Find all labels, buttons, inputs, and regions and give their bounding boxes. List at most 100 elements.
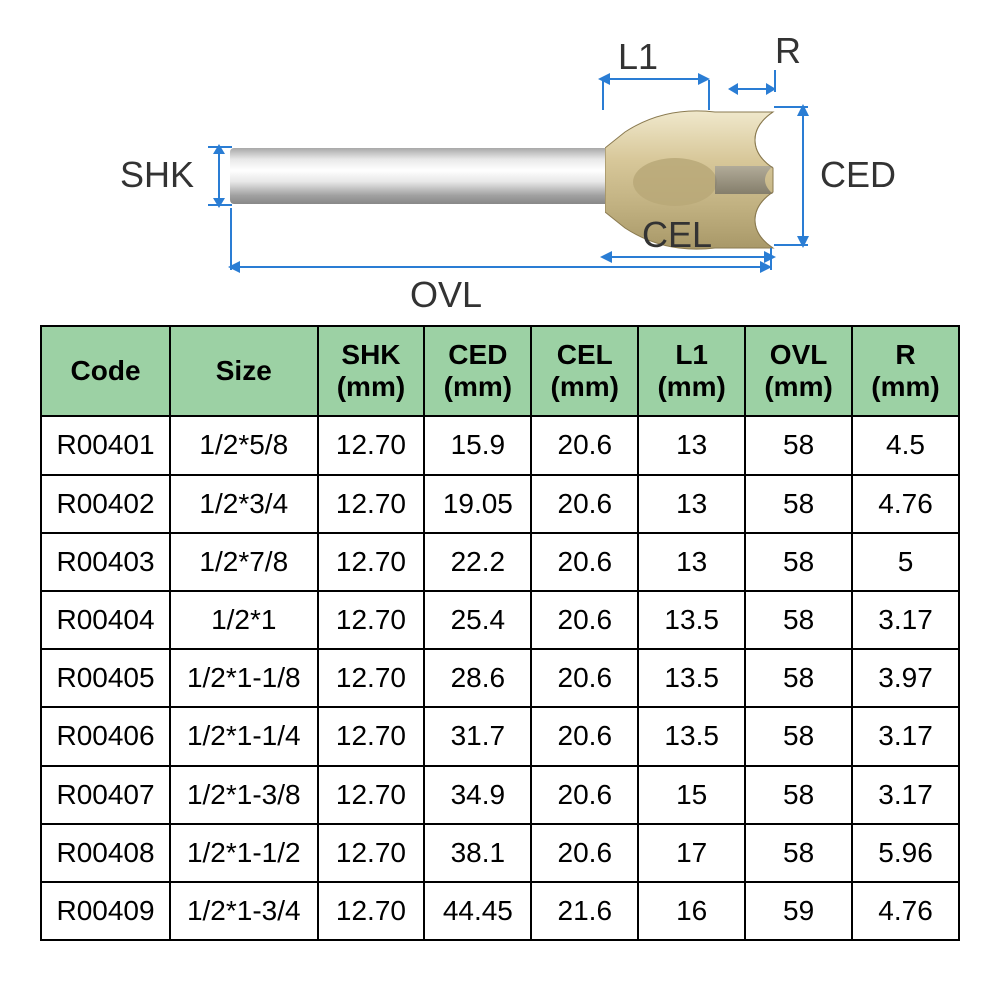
- cell-code: R00406: [41, 707, 170, 765]
- col-ovl: OVL(mm): [745, 326, 852, 416]
- cell-ced: 15.9: [424, 416, 531, 474]
- cell-cel: 21.6: [531, 882, 638, 940]
- table-row: R004041/2*112.7025.420.613.5583.17: [41, 591, 959, 649]
- cell-r: 3.17: [852, 707, 959, 765]
- cell-ced: 25.4: [424, 591, 531, 649]
- cell-code: R00401: [41, 416, 170, 474]
- dim-cel: [602, 256, 774, 258]
- ext-line: [208, 146, 232, 148]
- cell-l1: 13.5: [638, 591, 745, 649]
- cell-r: 3.97: [852, 649, 959, 707]
- cell-ovl: 58: [745, 649, 852, 707]
- table-row: R004061/2*1-1/412.7031.720.613.5583.17: [41, 707, 959, 765]
- router-bit-diagram: SHK CED L1 R CEL OVL: [130, 30, 910, 310]
- cell-code: R00403: [41, 533, 170, 591]
- cell-cel: 20.6: [531, 416, 638, 474]
- table-row: R004071/2*1-3/812.7034.920.615583.17: [41, 766, 959, 824]
- cell-ced: 44.45: [424, 882, 531, 940]
- dim-ovl: [230, 266, 770, 268]
- col-r: R(mm): [852, 326, 959, 416]
- cell-shk: 12.70: [318, 882, 425, 940]
- table-row: R004091/2*1-3/412.7044.4521.616594.76: [41, 882, 959, 940]
- ext-line: [770, 248, 772, 270]
- spec-table: CodeSizeSHK(mm)CED(mm)CEL(mm)L1(mm)OVL(m…: [40, 325, 960, 941]
- cell-cel: 20.6: [531, 475, 638, 533]
- cell-shk: 12.70: [318, 416, 425, 474]
- cell-r: 5.96: [852, 824, 959, 882]
- cell-ovl: 58: [745, 475, 852, 533]
- table-row: R004081/2*1-1/212.7038.120.617585.96: [41, 824, 959, 882]
- cell-r: 3.17: [852, 766, 959, 824]
- cell-ced: 19.05: [424, 475, 531, 533]
- cell-size: 1/2*1-1/2: [170, 824, 317, 882]
- ext-line: [602, 80, 604, 110]
- label-cel: CEL: [642, 214, 712, 256]
- cell-ovl: 58: [745, 824, 852, 882]
- cell-code: R00405: [41, 649, 170, 707]
- col-l1: L1(mm): [638, 326, 745, 416]
- cell-r: 4.5: [852, 416, 959, 474]
- cell-shk: 12.70: [318, 824, 425, 882]
- cell-ovl: 58: [745, 533, 852, 591]
- cell-l1: 13: [638, 533, 745, 591]
- dim-shk: [218, 146, 220, 206]
- ext-line: [774, 70, 776, 92]
- ext-line: [230, 208, 232, 270]
- ext-line: [708, 80, 710, 110]
- col-shk: SHK(mm): [318, 326, 425, 416]
- cell-l1: 13.5: [638, 707, 745, 765]
- cell-size: 1/2*1: [170, 591, 317, 649]
- cell-size: 1/2*3/4: [170, 475, 317, 533]
- cell-code: R00407: [41, 766, 170, 824]
- table-row: R004031/2*7/812.7022.220.613585: [41, 533, 959, 591]
- cell-size: 1/2*5/8: [170, 416, 317, 474]
- cell-code: R00404: [41, 591, 170, 649]
- label-r: R: [775, 30, 801, 72]
- dim-ced: [802, 106, 804, 246]
- cell-cel: 20.6: [531, 533, 638, 591]
- cell-r: 4.76: [852, 475, 959, 533]
- cell-shk: 12.70: [318, 766, 425, 824]
- cell-ced: 34.9: [424, 766, 531, 824]
- cell-shk: 12.70: [318, 707, 425, 765]
- cell-r: 3.17: [852, 591, 959, 649]
- table-row: R004051/2*1-1/812.7028.620.613.5583.97: [41, 649, 959, 707]
- cell-cel: 20.6: [531, 707, 638, 765]
- cell-cel: 20.6: [531, 824, 638, 882]
- cell-size: 1/2*1-1/4: [170, 707, 317, 765]
- cell-ced: 31.7: [424, 707, 531, 765]
- cell-l1: 13: [638, 475, 745, 533]
- cell-code: R00409: [41, 882, 170, 940]
- cell-ovl: 59: [745, 882, 852, 940]
- col-ced: CED(mm): [424, 326, 531, 416]
- cell-l1: 15: [638, 766, 745, 824]
- cell-l1: 13: [638, 416, 745, 474]
- col-cel: CEL(mm): [531, 326, 638, 416]
- col-code: Code: [41, 326, 170, 416]
- cell-shk: 12.70: [318, 591, 425, 649]
- dim-r: [730, 88, 774, 90]
- cell-shk: 12.70: [318, 533, 425, 591]
- table-row: R004021/2*3/412.7019.0520.613584.76: [41, 475, 959, 533]
- cell-ced: 38.1: [424, 824, 531, 882]
- table-head: CodeSizeSHK(mm)CED(mm)CEL(mm)L1(mm)OVL(m…: [41, 326, 959, 416]
- table-row: R004011/2*5/812.7015.920.613584.5: [41, 416, 959, 474]
- cell-size: 1/2*1-3/4: [170, 882, 317, 940]
- ext-line: [208, 204, 232, 206]
- cell-ovl: 58: [745, 707, 852, 765]
- label-ovl: OVL: [410, 274, 482, 316]
- label-ced: CED: [820, 154, 896, 196]
- cell-r: 4.76: [852, 882, 959, 940]
- cell-size: 1/2*7/8: [170, 533, 317, 591]
- cell-cel: 20.6: [531, 649, 638, 707]
- cell-ced: 28.6: [424, 649, 531, 707]
- cell-ovl: 58: [745, 416, 852, 474]
- cell-cel: 20.6: [531, 591, 638, 649]
- table-body: R004011/2*5/812.7015.920.613584.5R004021…: [41, 416, 959, 940]
- cell-code: R00408: [41, 824, 170, 882]
- spec-table-container: CodeSizeSHK(mm)CED(mm)CEL(mm)L1(mm)OVL(m…: [40, 325, 960, 941]
- cell-l1: 17: [638, 824, 745, 882]
- cell-shk: 12.70: [318, 475, 425, 533]
- cell-ovl: 58: [745, 591, 852, 649]
- label-shk: SHK: [120, 154, 194, 196]
